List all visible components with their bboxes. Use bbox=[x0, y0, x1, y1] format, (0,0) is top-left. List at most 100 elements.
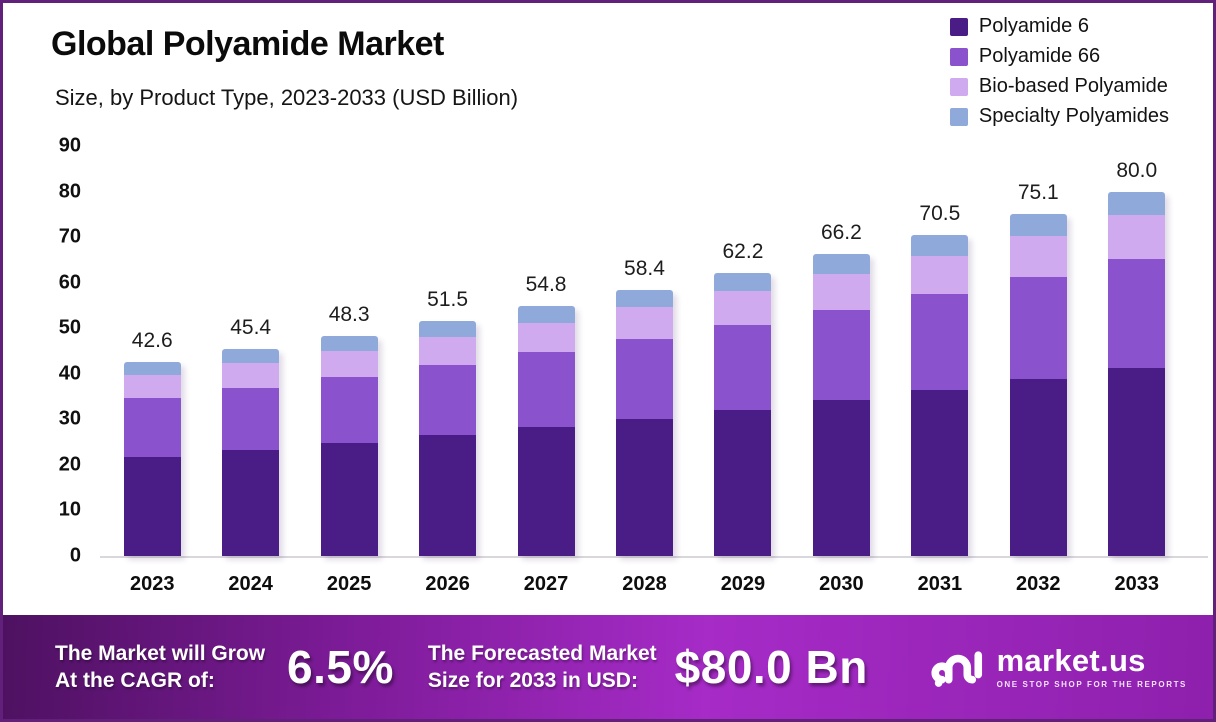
forecast-value: $80.0 Bn bbox=[674, 641, 868, 693]
bar-segment-bio-based-polyamide bbox=[714, 291, 772, 326]
legend-item: Polyamide 66 bbox=[949, 45, 1169, 68]
bar-stack bbox=[1108, 191, 1166, 556]
bar-total-label: 42.6 bbox=[131, 328, 173, 352]
forecast-label: The Forecasted Market Size for 2033 in U… bbox=[428, 640, 657, 695]
legend-item: Specialty Polyamides bbox=[949, 105, 1169, 128]
bar-group-2031: 70.5 bbox=[891, 3, 989, 556]
y-tick-label: 50 bbox=[58, 316, 81, 339]
y-tick-label: 90 bbox=[58, 134, 81, 157]
bar-total-label: 80.0 bbox=[1116, 158, 1158, 182]
y-tick-label: 60 bbox=[58, 271, 81, 294]
brand-text: market.us ONE STOP SHOP FOR THE REPORTS bbox=[997, 645, 1187, 689]
legend-item: Polyamide 6 bbox=[949, 15, 1169, 38]
bar-total-label: 51.5 bbox=[427, 288, 469, 312]
bar-group-2025: 48.3 bbox=[300, 3, 398, 556]
bar-group-2028: 58.4 bbox=[595, 3, 693, 556]
footer-banner: The Market will Grow At the CAGR of: 6.5… bbox=[3, 615, 1213, 719]
bar-segment-polyamide-66 bbox=[123, 397, 181, 457]
bar-stack bbox=[222, 349, 280, 556]
cagr-label-line1: The Market will Grow bbox=[55, 641, 266, 665]
bar-segment-bio-based-polyamide bbox=[1009, 236, 1067, 277]
bar-segment-polyamide-66 bbox=[911, 294, 969, 391]
bar-total-label: 66.2 bbox=[820, 221, 862, 245]
bar-segment-polyamide-66 bbox=[517, 352, 575, 428]
bar-stack bbox=[517, 306, 575, 556]
bar-segment-bio-based-polyamide bbox=[320, 350, 378, 377]
x-tick-label: 2030 bbox=[819, 573, 864, 595]
page-subtitle: Size, by Product Type, 2023-2033 (USD Bi… bbox=[55, 85, 519, 110]
x-tick-label: 2033 bbox=[1114, 573, 1160, 595]
bar-segment-bio-based-polyamide bbox=[222, 363, 280, 388]
legend-label: Polyamide 6 bbox=[978, 15, 1089, 37]
chart-legend: Polyamide 6 Polyamide 66 Bio-based Polyami… bbox=[949, 15, 1169, 128]
bar-segment-bio-based-polyamide bbox=[419, 336, 477, 365]
bar-segment-polyamide-66 bbox=[812, 310, 870, 401]
cagr-value: 6.5% bbox=[287, 641, 394, 693]
bar-group-2030: 66.2 bbox=[792, 3, 890, 556]
bar-group-2032: 75.1 bbox=[989, 3, 1087, 556]
bar-segment-polyamide-6 bbox=[1108, 367, 1166, 556]
bar-total-label: 62.2 bbox=[722, 239, 764, 263]
x-tick-label: 2023 bbox=[129, 573, 175, 595]
bar-segment-polyamide-6 bbox=[812, 400, 870, 556]
legend-swatch bbox=[949, 107, 968, 126]
x-tick-label: 2031 bbox=[917, 573, 963, 595]
bar-segment-polyamide-6 bbox=[714, 409, 772, 556]
bar-segment-polyamide-66 bbox=[320, 376, 378, 443]
bar-segment-polyamide-66 bbox=[222, 387, 280, 450]
bar-segment-bio-based-polyamide bbox=[812, 274, 870, 311]
bar-segment-polyamide-66 bbox=[615, 339, 673, 419]
bar-stack bbox=[320, 335, 378, 556]
bar-segment-polyamide-6 bbox=[911, 390, 969, 556]
legend-swatch bbox=[949, 77, 968, 96]
bar-segment-polyamide-6 bbox=[419, 434, 477, 556]
y-tick-label: 80 bbox=[58, 180, 81, 203]
bar-group-2027: 54.8 bbox=[497, 3, 595, 556]
bar-total-label: 54.8 bbox=[525, 273, 567, 297]
bar-segment-polyamide-6 bbox=[615, 418, 673, 556]
bar-total-label: 58.4 bbox=[624, 257, 665, 281]
bar-stack bbox=[812, 254, 870, 556]
bar-segment-specialty-polyamides bbox=[123, 361, 181, 376]
x-tick-label: 2032 bbox=[1016, 573, 1061, 595]
bar-segment-specialty-polyamides bbox=[1009, 213, 1067, 237]
brand-name: market.us bbox=[996, 643, 1146, 678]
bar-stack bbox=[911, 234, 969, 556]
bar-segment-polyamide-6 bbox=[123, 456, 181, 556]
x-tick-label: 2025 bbox=[326, 573, 372, 595]
legend-swatch bbox=[949, 17, 968, 36]
bar-stack bbox=[1009, 213, 1067, 556]
legend-item: Bio-based Polyamide bbox=[949, 75, 1169, 98]
stacked-bar-chart: Global Polyamide Market Size, by Product… bbox=[3, 3, 1216, 615]
bar-stack bbox=[615, 290, 673, 556]
bar-segment-bio-based-polyamide bbox=[1108, 215, 1166, 259]
bar-total-label: 48.3 bbox=[328, 302, 370, 326]
bar-group-2026: 51.5 bbox=[398, 3, 496, 556]
bar-segment-specialty-polyamides bbox=[222, 349, 280, 364]
brand-logo: market.us ONE STOP SHOP FOR THE REPORTS bbox=[931, 640, 1187, 694]
cagr-label-line2: At the CAGR of: bbox=[55, 669, 215, 692]
bar-stack bbox=[419, 321, 477, 556]
bar-segment-specialty-polyamides bbox=[812, 254, 870, 275]
y-tick-label: 70 bbox=[58, 225, 81, 248]
bar-group-2024: 45.4 bbox=[201, 3, 299, 556]
forecast-label-line2: Size for 2033 in USD: bbox=[427, 669, 638, 692]
bar-segment-bio-based-polyamide bbox=[615, 307, 673, 340]
bar-stack bbox=[123, 361, 181, 556]
bar-segment-polyamide-66 bbox=[714, 325, 772, 410]
bar-segment-polyamide-6 bbox=[517, 427, 575, 556]
cagr-label: The Market will Grow At the CAGR of: bbox=[55, 640, 265, 695]
x-tick-label: 2024 bbox=[228, 573, 273, 595]
x-axis-labels: 2023 2024 2025 2026 2027 2028 2029 2030 2031 2032… bbox=[103, 573, 1186, 596]
bar-segment-specialty-polyamides bbox=[1108, 191, 1166, 216]
x-tick-label: 2029 bbox=[720, 573, 766, 595]
y-tick-label: 20 bbox=[58, 453, 81, 476]
legend-label: Polyamide 66 bbox=[978, 45, 1101, 67]
bar-segment-polyamide-66 bbox=[1108, 258, 1166, 368]
forecast-label-line1: The Forecasted Market bbox=[427, 641, 657, 665]
bar-stack bbox=[714, 272, 772, 556]
bar-segment-specialty-polyamides bbox=[320, 335, 378, 351]
bar-segment-polyamide-66 bbox=[1009, 276, 1067, 380]
bar-segment-specialty-polyamides bbox=[911, 234, 969, 256]
bar-segment-polyamide-6 bbox=[222, 449, 280, 556]
